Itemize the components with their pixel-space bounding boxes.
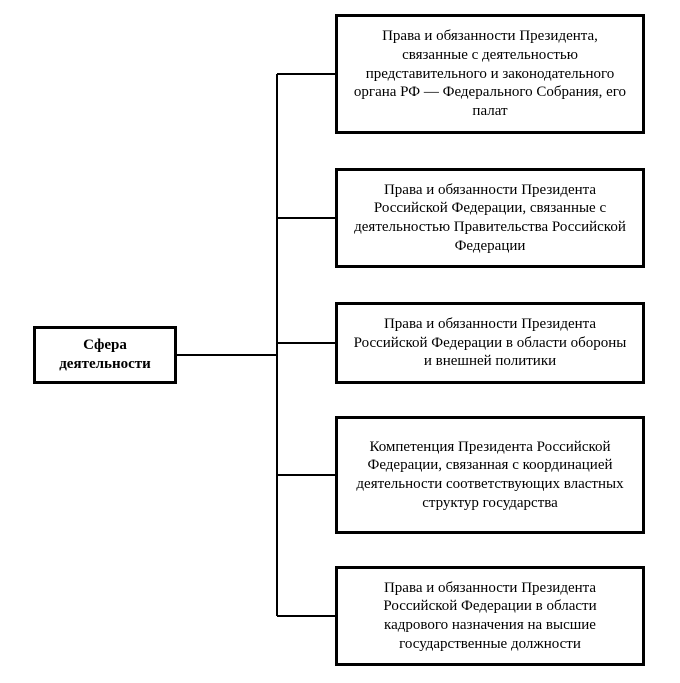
leaf-node-label: Права и обязанности Президента Российско… [352, 579, 628, 654]
leaf-node: Права и обязанности Президента Российско… [335, 302, 645, 384]
leaf-node-label: Права и обязанности Президента Российско… [352, 181, 628, 256]
leaf-node: Права и обязанности Президента, связанны… [335, 14, 645, 134]
leaf-node: Компетенция Президента Российской Федера… [335, 416, 645, 534]
leaf-node-label: Права и обязанности Президента Российско… [352, 315, 628, 371]
root-node-label: Сфера деятельности [46, 336, 164, 374]
leaf-node-label: Компетенция Президента Российской Федера… [352, 438, 628, 513]
leaf-node-label: Права и обязанности Президента, связанны… [352, 27, 628, 121]
leaf-node: Права и обязанности Президента Российско… [335, 566, 645, 666]
root-node: Сфера деятельности [33, 326, 177, 384]
leaf-node: Права и обязанности Президента Российско… [335, 168, 645, 268]
